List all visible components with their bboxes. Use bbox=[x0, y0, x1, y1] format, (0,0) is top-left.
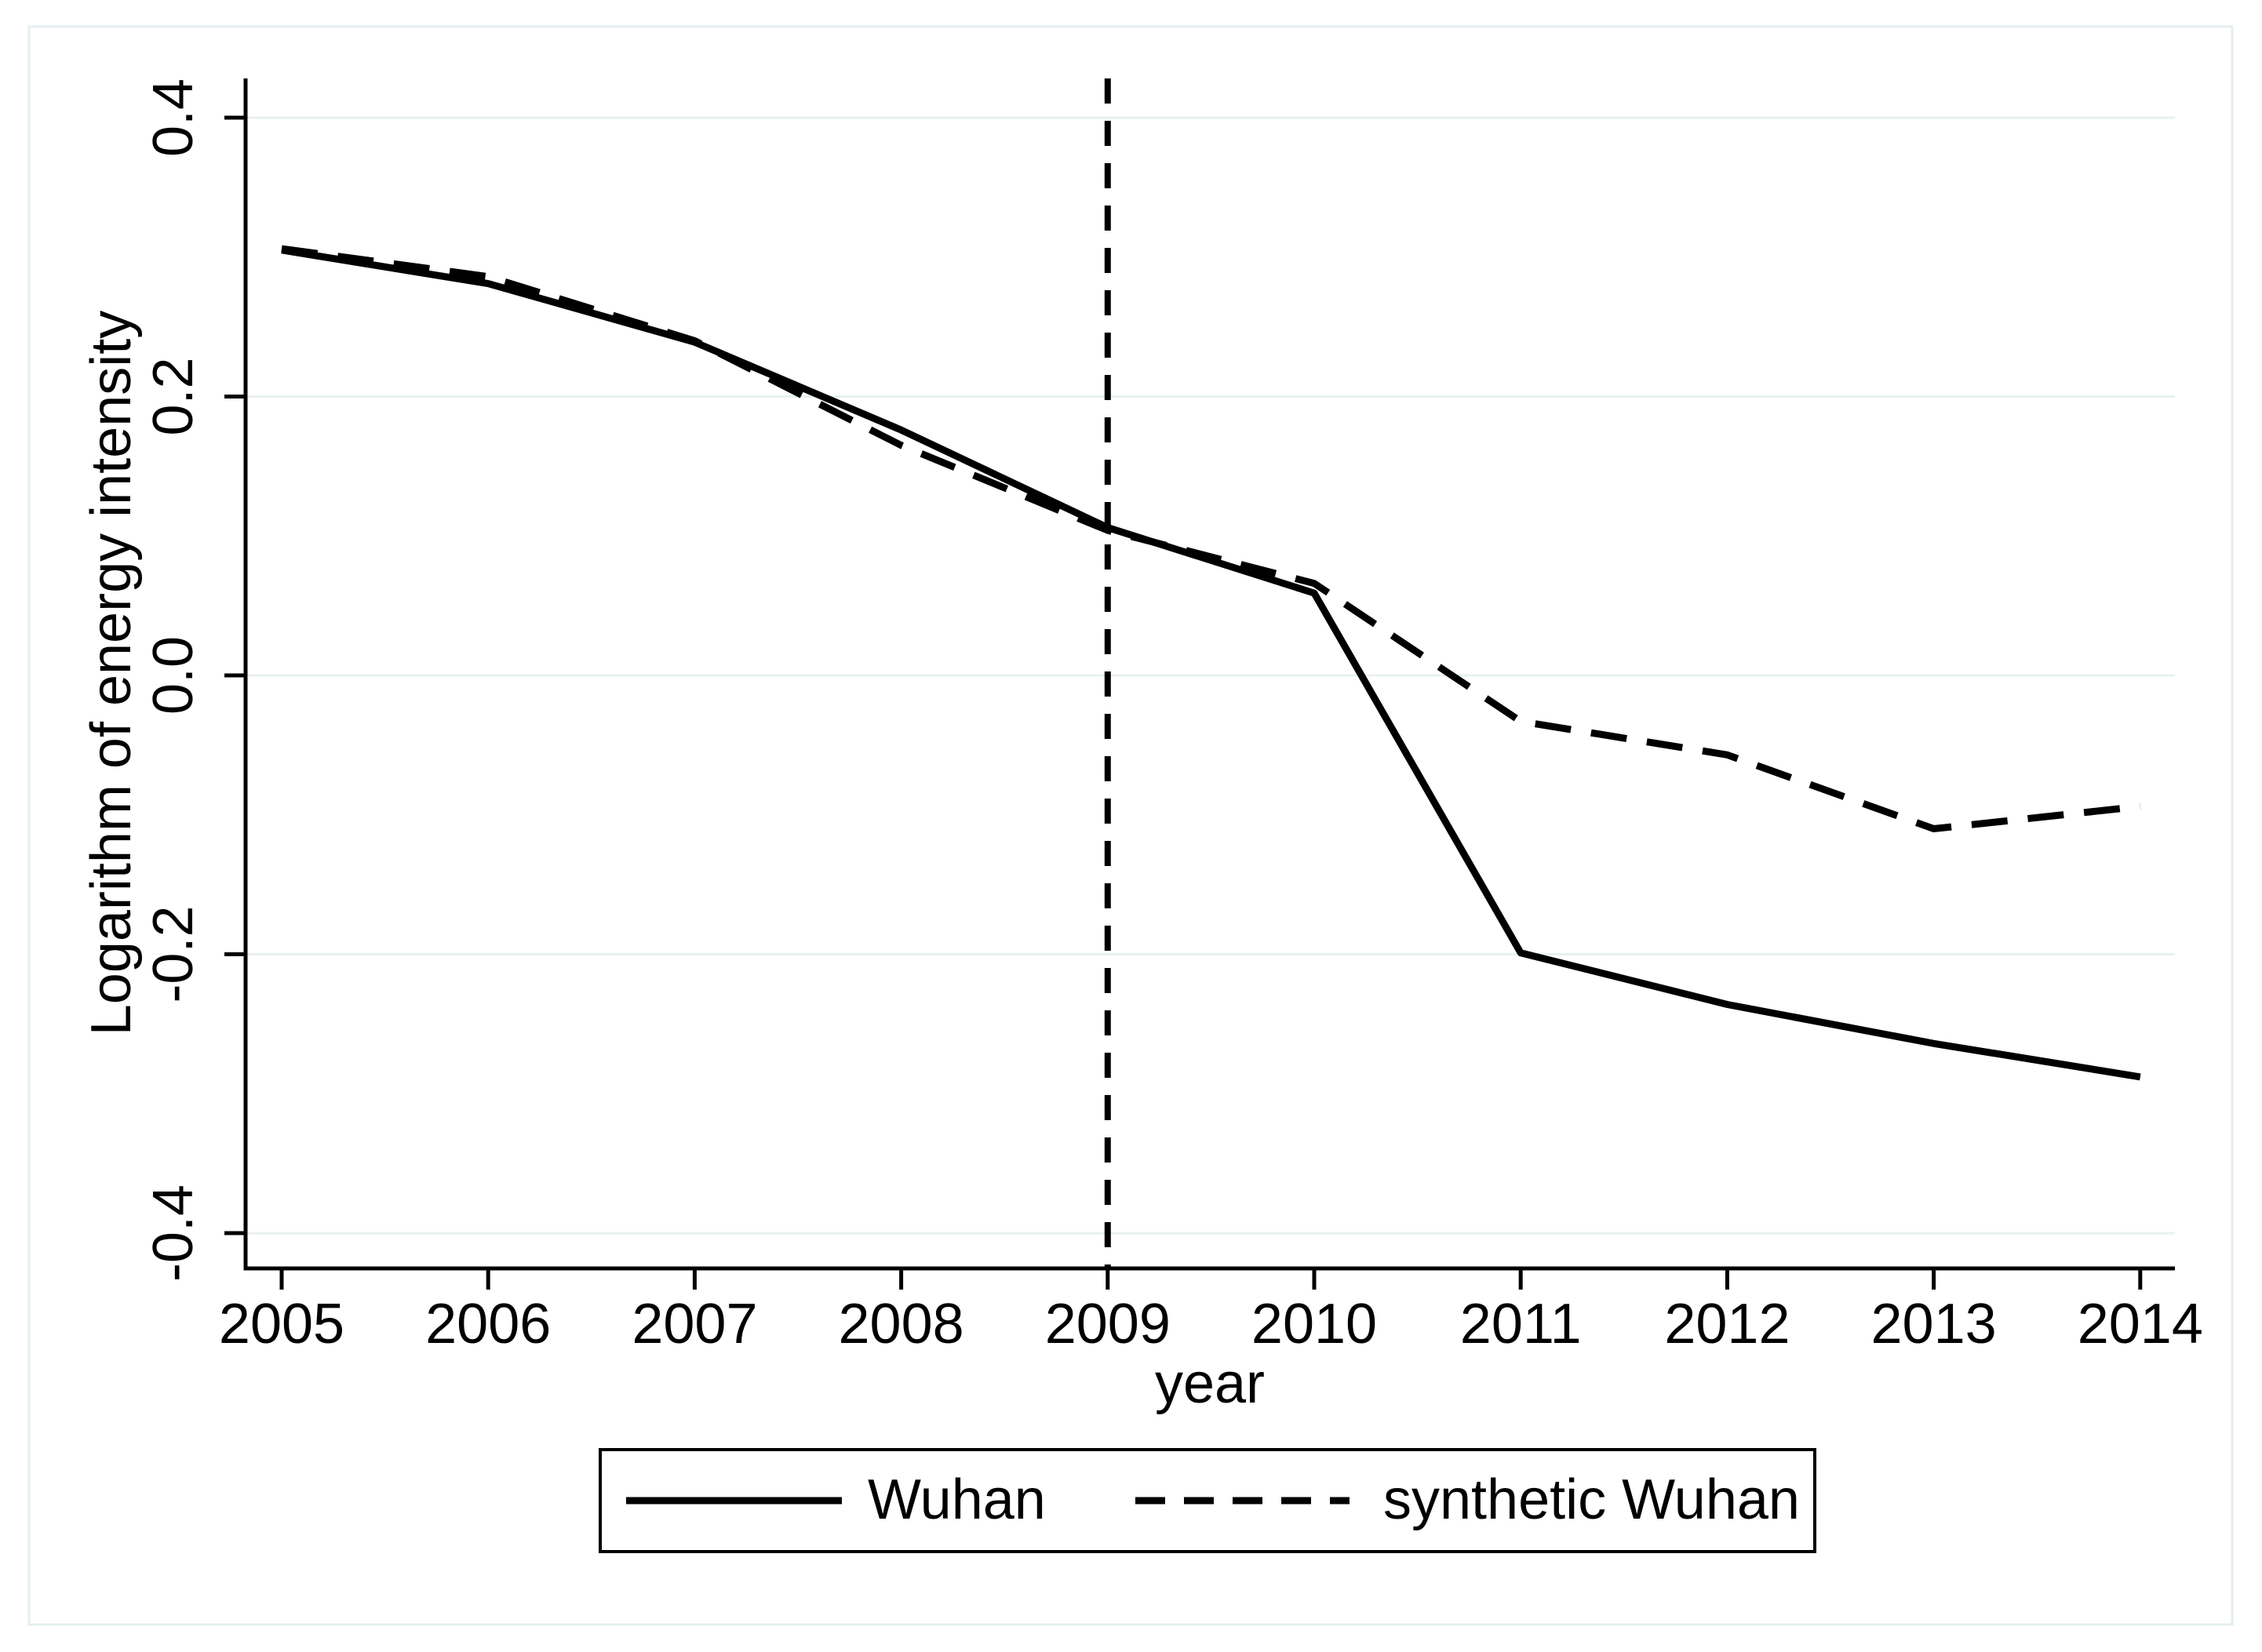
y-tick-label: 0.2 bbox=[142, 357, 205, 435]
x-tick-labels: 2005 2006 2007 2008 2009 2010 2011 2012 2013 2014 bbox=[219, 1293, 2203, 1355]
y-axis-title: Logarithm of energy intensity bbox=[80, 311, 143, 1036]
y-tick-label: -0.2 bbox=[142, 905, 205, 1002]
x-axis-title: year bbox=[1155, 1352, 1265, 1415]
x-tick-label: 2012 bbox=[1664, 1293, 1790, 1355]
axes bbox=[224, 78, 2175, 1290]
series-line-wuhan bbox=[281, 246, 2141, 1081]
y-tick-label: -0.4 bbox=[142, 1184, 205, 1282]
x-tick-label: 2014 bbox=[2078, 1293, 2203, 1355]
y-tick-label: 0.0 bbox=[142, 636, 205, 715]
legend: Wuhan synthetic Wuhan bbox=[599, 1448, 1816, 1553]
x-tick-label: 2009 bbox=[1045, 1293, 1171, 1355]
series-line-synthetic-wuhan bbox=[281, 245, 2141, 833]
series-lines bbox=[281, 245, 2141, 1081]
y-tick-label: 0.4 bbox=[142, 78, 205, 157]
gridlines bbox=[246, 116, 2175, 1235]
figure-frame bbox=[27, 25, 2234, 1626]
x-tick-label: 2010 bbox=[1251, 1293, 1377, 1355]
graph-region-border bbox=[27, 25, 2234, 1626]
x-tick-label: 2005 bbox=[219, 1293, 344, 1355]
y-tick-labels: 0.4 0.2 0.0 -0.2 -0.4 bbox=[142, 78, 205, 1282]
x-tick-label: 2007 bbox=[632, 1293, 757, 1355]
x-tick-label: 2006 bbox=[425, 1293, 551, 1355]
legend-label-synthetic-wuhan: synthetic Wuhan bbox=[1383, 1468, 1800, 1531]
x-tick-label: 2011 bbox=[1460, 1293, 1582, 1355]
x-tick-label: 2013 bbox=[1871, 1293, 1997, 1355]
x-tick-label: 2008 bbox=[839, 1293, 964, 1355]
legend-label-wuhan: Wuhan bbox=[868, 1468, 1046, 1531]
